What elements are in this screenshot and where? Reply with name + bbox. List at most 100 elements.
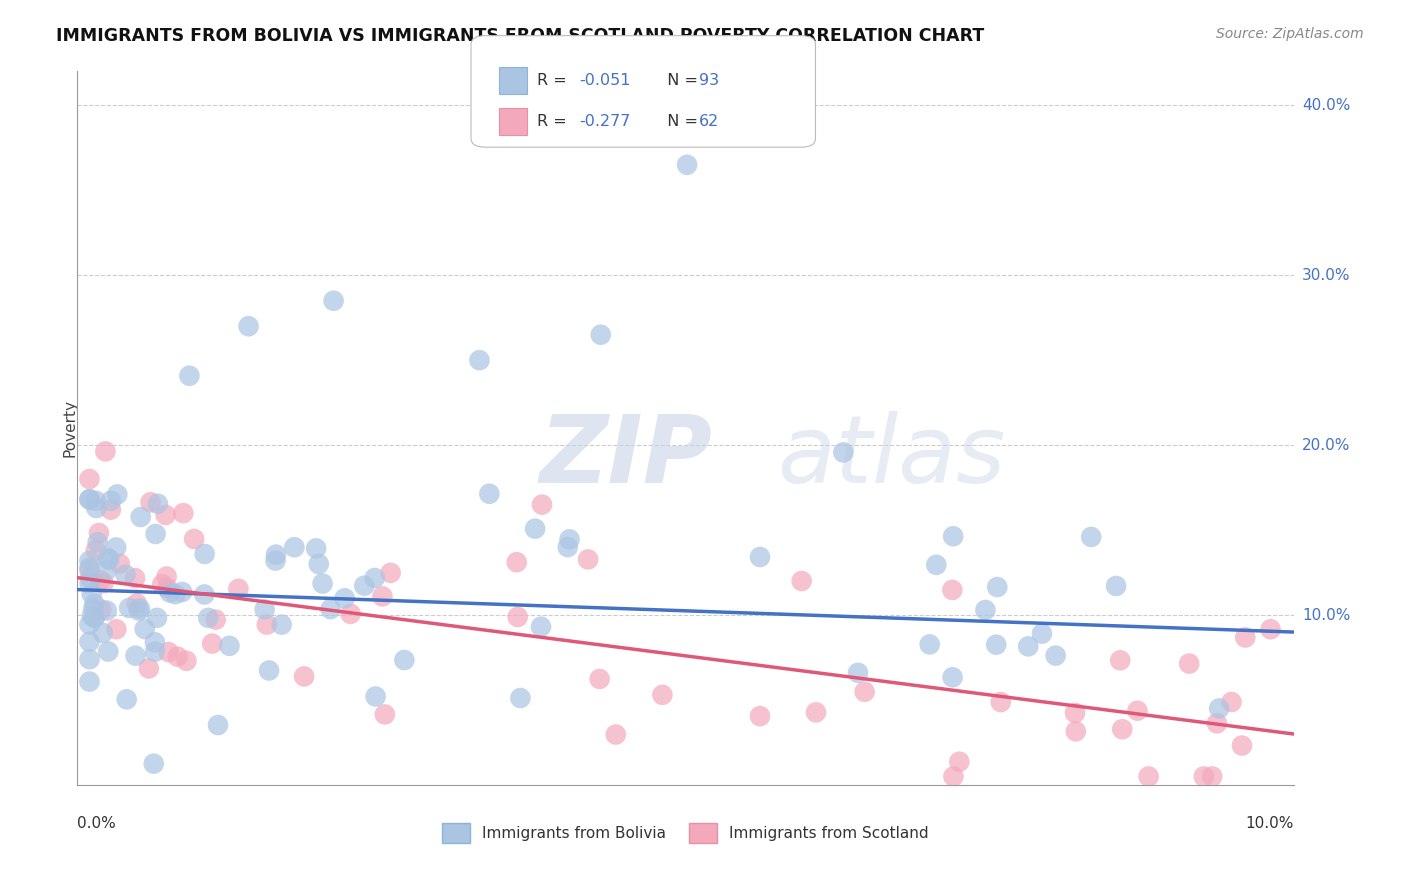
Point [1260, 622, 1282, 636]
Point [1178, 657, 1201, 671]
Point [1230, 739, 1253, 753]
Point [166, 649, 188, 664]
Text: N =: N = [657, 72, 703, 87]
Point [156, 581, 179, 595]
Point [83, 610, 105, 624]
Point [506, 610, 529, 624]
Point [90, 603, 112, 617]
Point [990, 695, 1012, 709]
Point [155, 508, 177, 522]
Point [157, 645, 180, 659]
Point [82, 602, 104, 616]
Point [100, 502, 122, 516]
Point [100, 493, 122, 508]
Point [1109, 653, 1132, 667]
Point [142, 756, 165, 771]
Point [79, 576, 101, 591]
Point [91, 626, 114, 640]
Point [974, 603, 997, 617]
Point [1206, 716, 1229, 731]
Point [159, 585, 181, 599]
Point [118, 601, 141, 615]
Point [942, 670, 965, 684]
Point [319, 602, 342, 616]
Point [134, 622, 156, 636]
Point [339, 607, 361, 621]
Point [179, 368, 201, 383]
Point [128, 601, 150, 615]
Point [283, 540, 305, 554]
Point [138, 661, 160, 675]
Point [846, 665, 869, 680]
Point [524, 522, 547, 536]
Point [942, 769, 965, 783]
Point [651, 688, 673, 702]
Text: R =: R = [537, 72, 572, 87]
Point [530, 620, 553, 634]
Point [80, 608, 103, 623]
Point [804, 706, 827, 720]
Point [394, 653, 416, 667]
Point [941, 582, 963, 597]
Point [986, 580, 1008, 594]
Point [146, 497, 169, 511]
Point [558, 533, 581, 547]
Point [79, 492, 101, 507]
Point [79, 634, 101, 648]
Point [353, 579, 375, 593]
Point [308, 557, 330, 571]
Point [1105, 579, 1128, 593]
Point [1080, 530, 1102, 544]
Point [918, 637, 941, 651]
Point [364, 690, 387, 704]
Point [194, 547, 217, 561]
Point [207, 718, 229, 732]
Point [588, 672, 610, 686]
Text: atlas: atlas [776, 411, 1005, 502]
Point [264, 548, 287, 562]
Point [204, 613, 226, 627]
Legend: Immigrants from Bolivia, Immigrants from Scotland: Immigrants from Bolivia, Immigrants from… [436, 817, 935, 848]
Point [96, 563, 118, 577]
Point [853, 685, 876, 699]
Point [129, 510, 152, 524]
Point [749, 549, 772, 564]
Point [589, 327, 612, 342]
Point [93, 576, 115, 591]
Point [218, 639, 240, 653]
Point [79, 472, 101, 486]
Point [264, 553, 287, 567]
Point [1064, 724, 1087, 739]
Point [478, 487, 501, 501]
Point [115, 692, 138, 706]
Point [605, 727, 627, 741]
Point [1126, 704, 1149, 718]
Point [238, 319, 260, 334]
Point [942, 529, 965, 543]
Text: N =: N = [657, 114, 703, 129]
Point [1220, 695, 1243, 709]
Point [84, 543, 107, 558]
Point [506, 555, 529, 569]
Point [1234, 631, 1257, 645]
Text: 10.0%: 10.0% [1302, 607, 1350, 623]
Point [79, 560, 101, 574]
Point [257, 664, 280, 678]
Point [79, 674, 101, 689]
Point [948, 755, 970, 769]
Point [79, 492, 101, 507]
Point [98, 553, 121, 567]
Point [986, 638, 1008, 652]
Text: 20.0%: 20.0% [1302, 438, 1350, 452]
Text: ZIP: ZIP [540, 410, 713, 503]
Text: 30.0%: 30.0% [1302, 268, 1350, 283]
Point [201, 636, 224, 650]
Point [83, 597, 105, 611]
Point [96, 603, 118, 617]
Point [105, 487, 128, 501]
Point [576, 552, 599, 566]
Point [156, 569, 179, 583]
Point [363, 571, 385, 585]
Point [183, 532, 205, 546]
Text: Source: ZipAtlas.com: Source: ZipAtlas.com [1216, 27, 1364, 41]
